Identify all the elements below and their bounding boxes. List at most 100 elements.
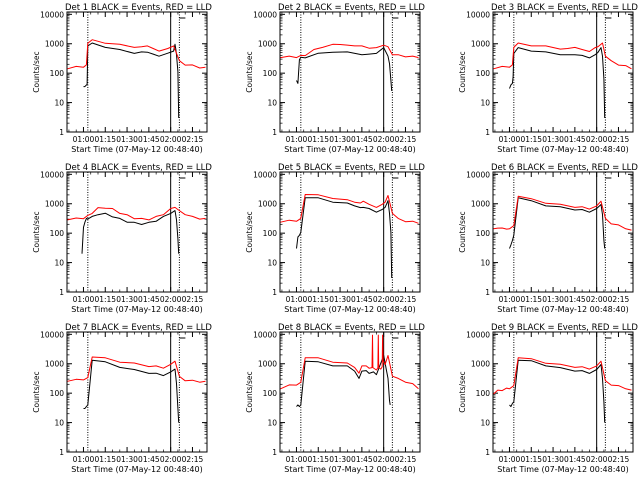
panel-det-1: Det 1 BLACK = Events, RED = LLD 1 10 100 100… [32,3,212,154]
x-tick-label: 02:15 [182,455,204,464]
y-tick-label: 100 [50,69,65,78]
panel-title: Det 3 BLACK = Events, RED = LLD [491,3,638,13]
y-tick-label: 10000 [253,170,277,179]
plot-frame [279,171,421,293]
x-axis-label: Start Time (07-May-12 00:48:40) [497,145,628,154]
x-tick-label: 01:30 [116,455,138,464]
x-tick-label: 02:00 [373,455,395,464]
panel-det-2: Det 2 BLACK = Events, RED = LLD 1 10 100 100… [245,3,425,154]
plot-frame [66,11,208,133]
x-axis-label: Start Time (07-May-12 00:48:40) [284,465,415,474]
x-tick-label: 02:15 [182,295,204,304]
x-tick-label: 01:00 [73,455,95,464]
y-tick-label: 10000 [40,10,64,19]
panel-title: Det 7 BLACK = Events, RED = LLD [65,323,212,333]
x-tick-label: 01:45 [138,455,160,464]
panel-det-8: Det 8 BLACK = Events, RED = LLD 1 10 100 100… [245,323,425,474]
series-line-events [83,359,180,423]
series-line-events [81,210,180,254]
y-tick-label: 10 [480,259,490,268]
panel-det-5: Det 5 BLACK = Events, RED = LLD 1 10 100 100… [245,163,425,314]
panel-det-9: Det 9 BLACK = Events, RED = LLD 1 10 100 100… [458,323,638,474]
y-tick-label: 1 [485,288,490,297]
y-tick-label: 10 [54,99,64,108]
x-tick-label: 02:00 [586,135,608,144]
y-tick-label: 1000 [45,360,64,369]
y-tick-label: 100 [50,229,65,238]
y-tick-label: 1000 [471,360,490,369]
y-axis-label: Counts/sec [245,371,254,412]
y-tick-label: 100 [263,229,278,238]
x-tick-label: 01:45 [564,295,586,304]
x-tick-label: 01:00 [499,455,521,464]
x-tick-label: 01:45 [138,135,160,144]
x-tick-label: 01:15 [520,135,542,144]
series-line-events [296,47,393,91]
series-line-lld [493,42,632,70]
y-tick-label: 10000 [40,170,64,179]
x-tick-label: 01:00 [286,295,308,304]
x-tick-label: 01:30 [329,455,351,464]
x-tick-label: 02:00 [373,295,395,304]
x-tick-label: 01:30 [116,295,138,304]
series-line-lld [67,356,206,383]
x-axis-label: Start Time (07-May-12 00:48:40) [497,305,628,314]
x-axis-label: Start Time (07-May-12 00:48:40) [284,145,415,154]
x-tick-label: 01:00 [73,295,95,304]
y-axis-label: Counts/sec [458,371,467,412]
x-tick-label: 01:00 [73,135,95,144]
x-axis-label: Start Time (07-May-12 00:48:40) [71,465,202,474]
plot-frame [492,331,634,453]
x-tick-label: 02:15 [608,135,630,144]
plot-frame [279,331,421,453]
x-tick-label: 02:15 [395,295,417,304]
x-tick-label: 01:30 [329,135,351,144]
x-tick-label: 01:30 [542,295,564,304]
y-tick-label: 1 [59,448,64,457]
y-tick-label: 100 [476,389,491,398]
y-tick-label: 1 [59,288,64,297]
panel-det-7: Det 7 BLACK = Events, RED = LLD 1 10 100 100… [32,323,212,474]
series-line-events [509,197,606,249]
series-line-lld [493,357,632,395]
y-tick-label: 100 [476,69,491,78]
plot-frame [66,331,208,453]
x-axis-label: Start Time (07-May-12 00:48:40) [284,305,415,314]
plot-frame [66,171,208,293]
x-axis-label: Start Time (07-May-12 00:48:40) [71,305,202,314]
y-axis-label: Counts/sec [32,51,41,92]
y-tick-label: 10 [267,259,277,268]
panel-det-6: Det 6 BLACK = Events, RED = LLD 1 10 100 100… [458,163,638,314]
y-axis-label: Counts/sec [458,211,467,252]
y-tick-label: 100 [263,389,278,398]
plot-frame [492,11,634,133]
x-tick-label: 01:45 [564,135,586,144]
x-tick-label: 01:30 [116,135,138,144]
y-tick-label: 10 [54,259,64,268]
series-line-events [83,42,180,119]
x-axis-label: Start Time (07-May-12 00:48:40) [71,145,202,154]
plot-frame [492,171,634,293]
y-tick-label: 1 [59,128,64,137]
x-tick-label: 02:15 [395,135,417,144]
y-tick-label: 10000 [466,10,490,19]
x-tick-label: 01:15 [94,135,116,144]
series-line-lld [67,39,206,70]
x-tick-label: 01:00 [499,295,521,304]
x-tick-label: 01:15 [307,135,329,144]
series-line-events [296,355,391,408]
y-axis-label: Counts/sec [245,211,254,252]
y-tick-label: 1000 [471,200,490,209]
x-tick-label: 02:00 [586,295,608,304]
x-tick-label: 02:15 [182,135,204,144]
y-tick-label: 1000 [258,40,277,49]
y-tick-label: 10000 [40,330,64,339]
x-tick-label: 01:30 [542,135,564,144]
x-tick-label: 01:15 [520,295,542,304]
y-tick-label: 10 [267,99,277,108]
y-tick-label: 1 [485,128,490,137]
y-tick-label: 100 [50,389,65,398]
x-tick-label: 02:00 [160,295,182,304]
panel-title: Det 2 BLACK = Events, RED = LLD [278,3,425,13]
